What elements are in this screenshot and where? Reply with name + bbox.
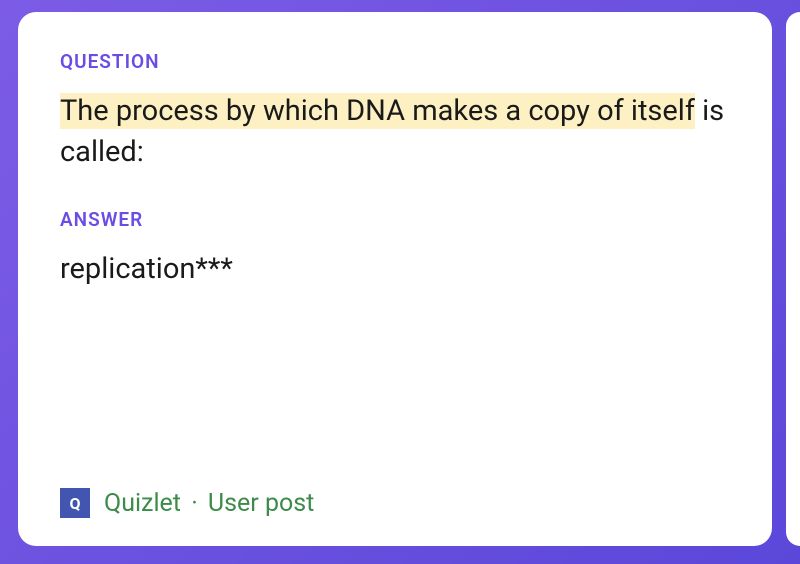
answer-text: replication*** <box>60 249 730 290</box>
quizlet-icon: Q <box>60 488 90 518</box>
source-row[interactable]: Q Quizlet · User post <box>60 488 730 518</box>
question-label: QUESTION <box>60 50 730 73</box>
answer-label: ANSWER <box>60 208 730 231</box>
spacer <box>60 290 730 468</box>
source-site: Quizlet <box>104 489 181 518</box>
question-text: The process by which DNA makes a copy of… <box>60 91 730 172</box>
source-separator: · <box>191 489 198 518</box>
source-post-type: User post <box>208 489 314 518</box>
next-card-peek[interactable] <box>786 12 800 546</box>
flashcard[interactable]: QUESTION The process by which DNA makes … <box>18 12 772 546</box>
source-text: Quizlet · User post <box>104 489 314 518</box>
question-highlight: The process by which DNA makes a copy of… <box>60 93 695 129</box>
